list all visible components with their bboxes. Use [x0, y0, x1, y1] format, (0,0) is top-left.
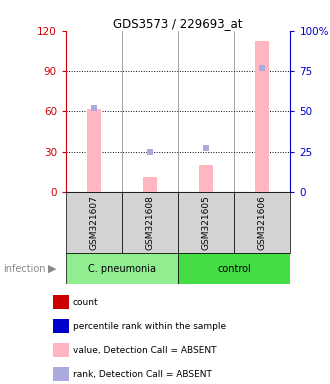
- Text: GSM321605: GSM321605: [202, 195, 211, 250]
- Bar: [66, 253, 178, 284]
- Bar: [66, 192, 122, 253]
- Title: GDS3573 / 229693_at: GDS3573 / 229693_at: [114, 17, 243, 30]
- Text: rank, Detection Call = ABSENT: rank, Detection Call = ABSENT: [73, 369, 212, 379]
- Point: [204, 146, 209, 152]
- Bar: [53, 367, 69, 381]
- Text: GSM321606: GSM321606: [258, 195, 267, 250]
- Text: GSM321607: GSM321607: [89, 195, 99, 250]
- Bar: [53, 319, 69, 333]
- Text: C. pneumonia: C. pneumonia: [88, 264, 156, 274]
- Bar: [143, 177, 157, 192]
- Bar: [53, 343, 69, 357]
- Bar: [199, 165, 213, 192]
- Text: GSM321608: GSM321608: [146, 195, 155, 250]
- Text: control: control: [217, 264, 251, 274]
- Bar: [178, 192, 234, 253]
- Bar: [255, 41, 269, 192]
- Bar: [122, 192, 178, 253]
- Text: percentile rank within the sample: percentile rank within the sample: [73, 321, 226, 331]
- Point: [148, 149, 153, 155]
- Bar: [234, 192, 290, 253]
- Point: [91, 105, 97, 111]
- Bar: [53, 295, 69, 309]
- Bar: [87, 109, 101, 192]
- Bar: [178, 253, 290, 284]
- Text: count: count: [73, 298, 99, 307]
- Text: value, Detection Call = ABSENT: value, Detection Call = ABSENT: [73, 346, 216, 354]
- Text: ▶: ▶: [48, 264, 56, 274]
- Point: [260, 65, 265, 71]
- Text: infection: infection: [3, 264, 46, 274]
